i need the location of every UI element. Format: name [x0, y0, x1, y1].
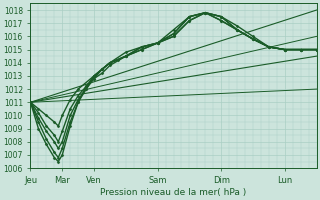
- X-axis label: Pression niveau de la mer( hPa ): Pression niveau de la mer( hPa ): [100, 188, 247, 197]
